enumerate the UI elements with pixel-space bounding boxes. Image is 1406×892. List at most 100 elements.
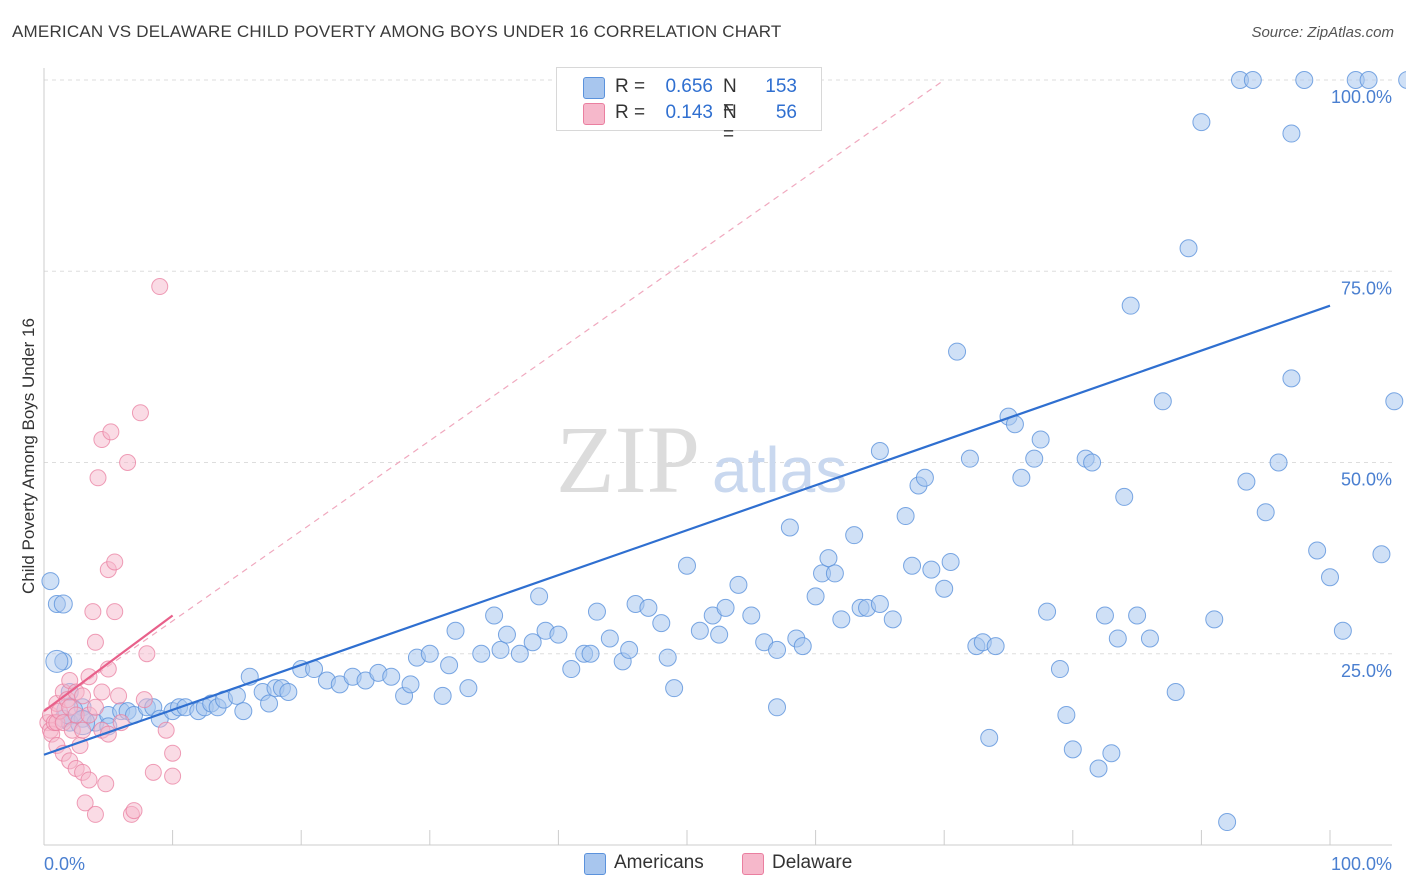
delaware-point [138, 645, 156, 663]
american-point [1089, 759, 1108, 778]
american-point [620, 640, 639, 659]
legend-r-value: 0.143 [665, 102, 713, 123]
american-point [1166, 683, 1185, 701]
legend: R = 0.656 N = 153 R = 0.143 N = 56 [556, 67, 822, 145]
american-point [600, 629, 619, 648]
american-point [1269, 453, 1288, 472]
american-point [1179, 239, 1198, 258]
american-point [1031, 430, 1050, 449]
american-point [819, 549, 838, 568]
reference-line [43, 79, 945, 712]
delaware-point [164, 767, 182, 785]
y-tick-label: 50.0% [1341, 470, 1392, 490]
bottom-legend-swatch-delaware [742, 853, 764, 875]
delaware-point [135, 691, 153, 709]
x-tick-label: 100.0% [1331, 854, 1392, 874]
american-point [825, 564, 844, 583]
americans-trend-line [43, 304, 1331, 756]
american-point [1237, 472, 1256, 491]
american-point [459, 679, 478, 698]
american-point [652, 614, 671, 633]
american-point [260, 694, 279, 713]
delaware-point [131, 404, 149, 422]
american-point [1295, 71, 1314, 89]
american-point [960, 449, 979, 468]
american-point [1256, 503, 1275, 522]
watermark-atlas: atlas [712, 434, 847, 506]
american-point [780, 518, 799, 537]
delaware-point [106, 603, 124, 621]
legend-n-label: N = [723, 102, 737, 145]
american-point [710, 625, 729, 644]
y-tick-label: 75.0% [1341, 278, 1392, 298]
american-point [922, 560, 941, 579]
american-point [915, 468, 934, 487]
american-point [883, 610, 902, 629]
american-point [587, 602, 606, 621]
american-point [1372, 545, 1391, 564]
american-point [1243, 71, 1262, 89]
americans-points [41, 71, 1406, 832]
american-point [1398, 71, 1406, 89]
american-point [658, 648, 677, 667]
american-point [1115, 487, 1134, 506]
american-point [768, 640, 787, 659]
american-point [690, 621, 709, 640]
american-point [832, 610, 851, 629]
delaware-point [157, 721, 175, 739]
bottom-legend-swatch-americans [584, 853, 606, 875]
delaware-point [89, 469, 107, 487]
american-point [1333, 621, 1352, 640]
american-point [1102, 744, 1121, 763]
source-label: Source: ZipAtlas.com [1251, 24, 1394, 41]
delaware-point [86, 805, 104, 823]
american-point [1140, 629, 1159, 648]
american-point [845, 526, 864, 545]
legend-r-value: 0.656 [665, 76, 713, 97]
delaware-point [97, 775, 115, 793]
american-point [1128, 606, 1147, 625]
american-point [1282, 124, 1301, 143]
american-point [1012, 468, 1031, 487]
american-point [1308, 541, 1327, 560]
american-point [1108, 629, 1127, 648]
american-point [45, 649, 69, 673]
delaware-point [119, 454, 137, 471]
delaware-point [144, 763, 162, 781]
delaware-trend-line [43, 614, 174, 713]
american-point [440, 656, 459, 675]
american-point [433, 686, 452, 705]
y-tick-label: 100.0% [1331, 87, 1392, 107]
delaware-point [74, 721, 92, 739]
delaware-point [106, 553, 124, 571]
american-point [948, 342, 967, 361]
delaware-point [84, 603, 102, 621]
american-point [716, 598, 735, 617]
american-point [870, 595, 889, 614]
legend-swatch-americans [583, 77, 605, 99]
american-point [549, 625, 568, 644]
y-axis-label: Child Poverty Among Boys Under 16 [19, 318, 38, 594]
american-point [581, 644, 600, 663]
american-point [678, 556, 696, 575]
delaware-point [151, 278, 169, 296]
bottom-legend-americans: Americans [614, 852, 704, 873]
american-point [1050, 660, 1069, 679]
legend-swatch-delaware [583, 103, 605, 125]
american-point [1057, 705, 1076, 724]
delaware-point [86, 698, 104, 716]
american-point [639, 598, 658, 617]
american-point [41, 572, 60, 591]
delaware-point [110, 687, 128, 705]
american-point [523, 633, 542, 652]
grid-lines [44, 79, 1392, 655]
delaware-point [93, 683, 111, 701]
american-point [497, 625, 516, 644]
american-point [935, 579, 954, 598]
x-tick-label: 0.0% [44, 854, 85, 874]
delaware-point [164, 744, 182, 762]
american-point [980, 728, 999, 747]
delaware-point [86, 633, 104, 651]
y-tick-label: 25.0% [1341, 661, 1392, 681]
american-point [941, 552, 960, 571]
